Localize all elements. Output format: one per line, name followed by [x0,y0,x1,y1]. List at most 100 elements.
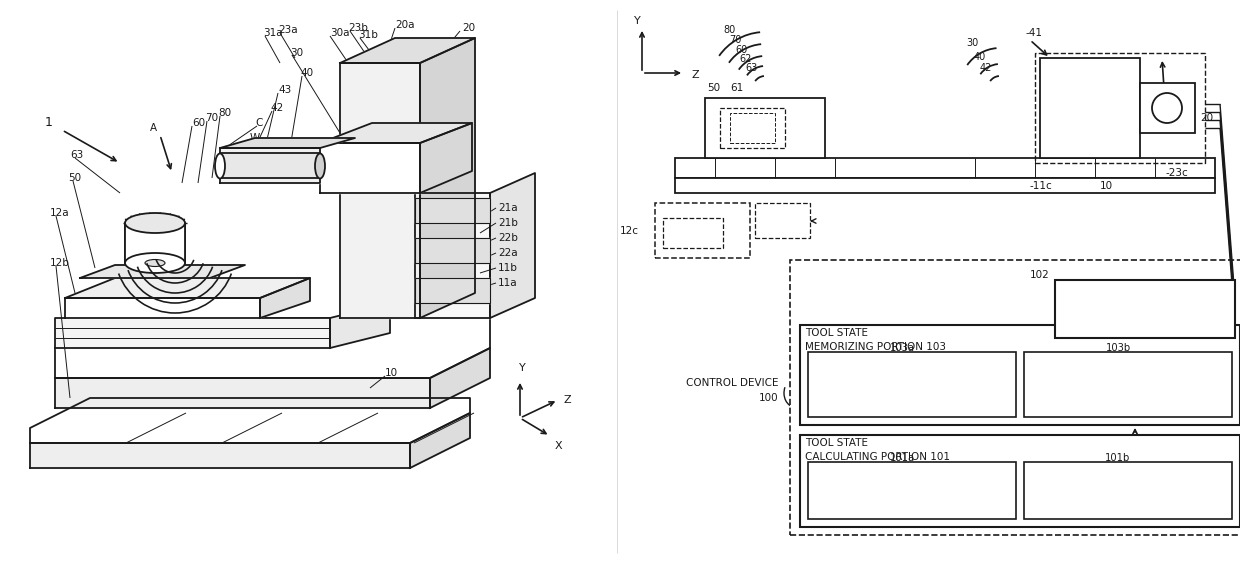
Polygon shape [64,278,310,298]
Bar [800,325,1240,425]
Polygon shape [219,148,320,183]
Bar [1035,53,1205,163]
Polygon shape [415,198,490,223]
Bar [655,203,750,258]
Text: 101b: 101b [1105,453,1131,463]
Bar [1024,352,1233,417]
Ellipse shape [215,154,224,178]
Bar [720,108,785,148]
Text: 12b: 12b [50,258,69,268]
Text: TOOL STATE: TOOL STATE [805,328,868,338]
Text: A: A [150,123,157,133]
Polygon shape [330,303,391,348]
Ellipse shape [315,154,325,178]
Bar [125,223,185,263]
Bar [1024,462,1233,519]
Text: -23c: -23c [1166,168,1188,178]
Bar [663,218,723,248]
Ellipse shape [125,253,185,273]
Text: 21b: 21b [498,218,518,228]
Bar [675,158,1215,178]
Text: MEMORIZING PORTION: MEMORIZING PORTION [1074,386,1182,395]
Text: TOOTH BOTTOM TOOL STATE: TOOTH BOTTOM TOOL STATE [843,373,981,382]
Text: 101a: 101a [889,453,915,463]
Polygon shape [30,443,410,468]
Text: Y: Y [518,363,526,373]
Text: 22b: 22b [498,233,518,243]
Text: C: C [255,118,263,128]
Text: 60: 60 [735,45,748,55]
Text: -11c: -11c [1030,181,1053,191]
Text: 80: 80 [218,108,231,118]
Text: 23a: 23a [278,25,298,35]
Text: 30: 30 [290,48,303,58]
Text: 70: 70 [729,35,742,45]
Text: Y: Y [634,16,640,26]
Text: 30: 30 [966,38,978,48]
Polygon shape [420,123,472,193]
Polygon shape [55,318,330,348]
Text: 20: 20 [463,23,475,33]
Polygon shape [430,348,490,408]
Polygon shape [415,238,490,263]
Text: 10: 10 [384,368,398,378]
Text: 11a: 11a [498,278,517,288]
Text: 12a: 12a [50,208,69,218]
Polygon shape [64,298,260,318]
Bar [1055,280,1235,338]
Text: 40: 40 [300,68,314,78]
Text: MEMORIZING PORTION 103: MEMORIZING PORTION 103 [805,342,946,352]
Polygon shape [420,38,475,318]
Polygon shape [320,123,472,143]
Text: X: X [556,441,563,451]
Text: SIDE SURFACE TOOL STATE: SIDE SURFACE TOOL STATE [1064,479,1192,488]
Text: 1: 1 [45,117,53,129]
Ellipse shape [1152,93,1182,123]
Text: 31a: 31a [263,28,283,38]
Text: 12c: 12c [620,226,639,236]
Bar [706,98,825,158]
Polygon shape [320,143,420,193]
Text: 62: 62 [740,54,753,64]
Polygon shape [415,278,490,303]
Text: MEMORIZING PORTION: MEMORIZING PORTION [858,386,966,395]
Text: CALCULATING PORTION 101: CALCULATING PORTION 101 [805,452,950,462]
Text: TOOTH BOTTOM TOOL STATE: TOOTH BOTTOM TOOL STATE [843,479,981,488]
Bar [675,178,1215,193]
Text: 30a: 30a [330,28,350,38]
Bar [790,260,1240,535]
Ellipse shape [125,213,185,233]
Text: 70: 70 [205,113,218,123]
Text: 42: 42 [980,62,992,73]
Text: W: W [250,133,260,143]
Text: 43: 43 [278,85,291,95]
Text: 22a: 22a [498,248,517,258]
Bar [1040,58,1140,158]
Polygon shape [340,63,420,318]
Text: 23b: 23b [348,23,368,33]
Bar [808,352,1016,417]
Text: CONTROL DEVICE: CONTROL DEVICE [686,378,777,388]
Polygon shape [55,318,490,378]
Text: 102: 102 [1030,270,1050,280]
Text: 103b: 103b [1105,343,1131,353]
Text: 42: 42 [270,103,283,113]
Text: 21a: 21a [498,203,517,213]
Text: 10: 10 [1100,181,1114,191]
Bar [800,435,1240,527]
Text: 11b: 11b [498,263,518,273]
Bar [219,153,320,178]
Text: CALCULATING PORTION: CALCULATING PORTION [1073,491,1183,501]
Text: 63: 63 [69,150,83,160]
Polygon shape [30,398,470,443]
Text: 40: 40 [973,52,986,62]
Text: -41: -41 [1025,28,1042,38]
Text: Z: Z [564,395,572,405]
Text: SIDE SURFACE TOOL STATE: SIDE SURFACE TOOL STATE [1064,373,1192,382]
Bar [1140,83,1195,133]
Polygon shape [55,378,430,408]
Text: MACHINING: MACHINING [1115,296,1176,306]
Bar [808,462,1016,519]
Text: 31b: 31b [358,30,378,40]
Text: 60: 60 [192,118,205,128]
